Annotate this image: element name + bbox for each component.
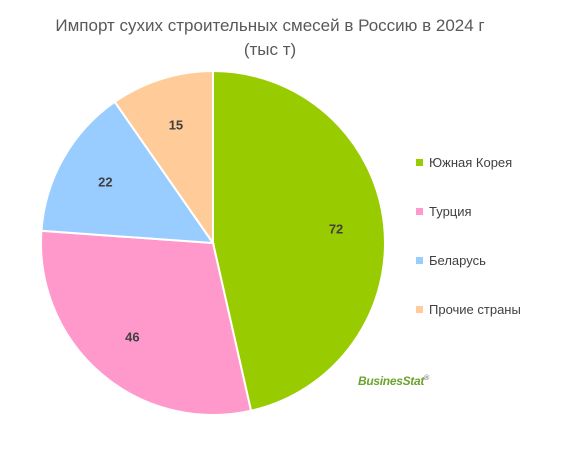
pie-value-label-1: 72 bbox=[329, 222, 343, 237]
legend-item-1: Южная Корея bbox=[416, 152, 521, 172]
legend-label-1: Южная Корея bbox=[429, 154, 513, 170]
chart-title: Импорт сухих строительных смесей в Росси… bbox=[55, 16, 485, 35]
chart-legend: Южная Корея Турция Беларусь Прочие страны bbox=[416, 152, 521, 348]
legend-item-3: Беларусь bbox=[416, 250, 521, 270]
pie-slice-2 bbox=[40, 229, 253, 416]
businesstat-logo: BusinesStat® bbox=[358, 374, 429, 388]
pie-value-label-2: 46 bbox=[125, 329, 139, 344]
legend-swatch-1 bbox=[416, 158, 423, 166]
legend-swatch-2 bbox=[416, 207, 423, 215]
legend-label-3: Беларусь bbox=[429, 252, 486, 268]
chart-title-block: Импорт сухих строительных смесей в Росси… bbox=[0, 14, 540, 62]
legend-item-2: Турция bbox=[416, 201, 521, 221]
legend-label-4: Прочие страны bbox=[429, 301, 521, 317]
chart-subtitle: (тыс т) bbox=[243, 40, 297, 59]
logo-text: BusinesStat bbox=[358, 374, 425, 388]
legend-label-2: Турция bbox=[429, 203, 472, 219]
pie-slice-4 bbox=[113, 69, 214, 247]
pie-value-label-4: 15 bbox=[169, 117, 183, 132]
legend-swatch-3 bbox=[416, 256, 423, 264]
pie-value-labels: 72 46 22 15 bbox=[98, 117, 343, 344]
legend-swatch-4 bbox=[416, 305, 423, 313]
pie-value-label-3: 22 bbox=[98, 174, 112, 189]
pie-slice-1 bbox=[212, 69, 386, 412]
legend-item-4: Прочие страны bbox=[416, 299, 521, 319]
pie-slices bbox=[40, 69, 386, 416]
logo-registered-mark: ® bbox=[424, 375, 429, 382]
pie-slice-3 bbox=[40, 100, 216, 245]
